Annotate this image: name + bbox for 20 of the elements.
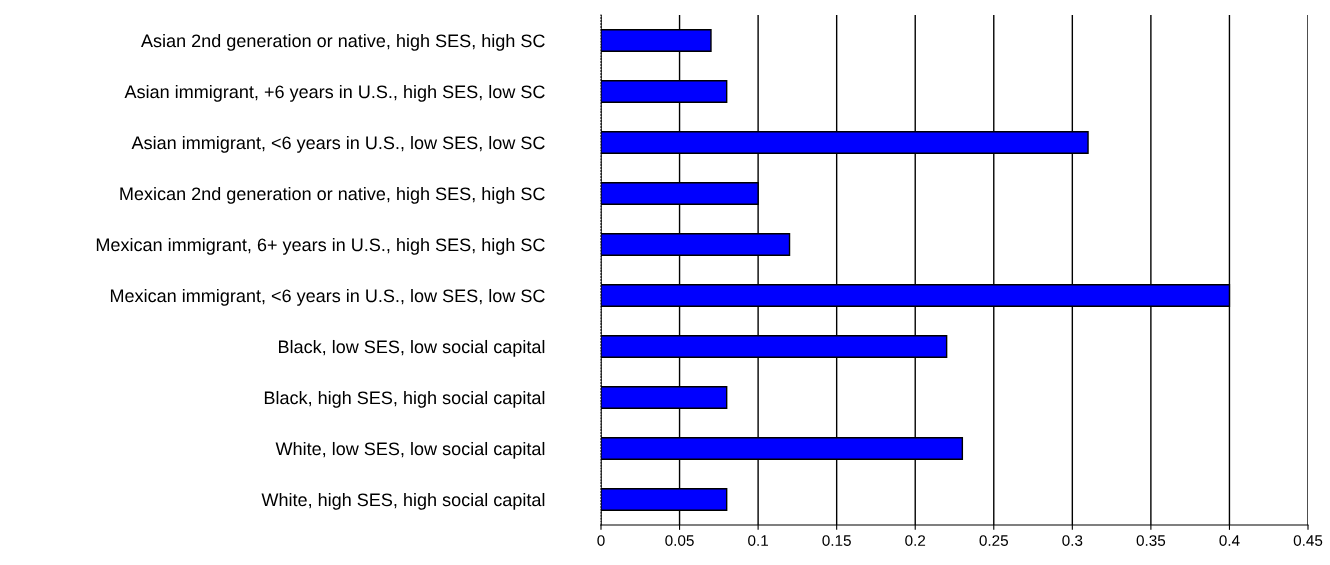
y-tick-label: Black, low SES, low social capital [279, 339, 545, 357]
x-tick-label: 0.4 [1219, 535, 1240, 546]
y-tick-label: Asian immigrant, +6 years in U.S., high SES, low SC [124, 84, 545, 102]
y-tick-label: Mexican immigrant, <6 years in U.S., low SES, low SC [110, 288, 545, 306]
x-tick-label: 0.35 [1136, 535, 1166, 546]
y-tick-label: White, low SES, low social capital [275, 441, 545, 459]
x-tick-label: 0.3 [1062, 535, 1083, 546]
y-tick-label: Mexican 2nd generation or native, high SES, high SC [120, 186, 545, 204]
x-tick-label: 0 [597, 535, 605, 546]
y-tick-label: Asian immigrant, <6 years in U.S., low SES, low SC [131, 135, 545, 153]
y-tick-label: Black, high SES, high social capital [264, 390, 545, 408]
x-tick-label: 0.45 [1293, 535, 1323, 546]
y-tick-label: Asian 2nd generation or native, high SES, high SC [141, 33, 545, 51]
x-tick-label: 0.25 [979, 535, 1009, 546]
y-tick-label: Mexican immigrant, 6+ years in U.S., high SES, high SC [96, 237, 545, 255]
x-tick-label: 0.05 [665, 535, 694, 546]
x-tick-label: 0.1 [748, 535, 768, 546]
x-tick-label: 0.15 [822, 535, 851, 546]
y-tick-label: White, high SES, high social capital [261, 492, 545, 510]
x-tick-label: 0.2 [905, 535, 926, 546]
